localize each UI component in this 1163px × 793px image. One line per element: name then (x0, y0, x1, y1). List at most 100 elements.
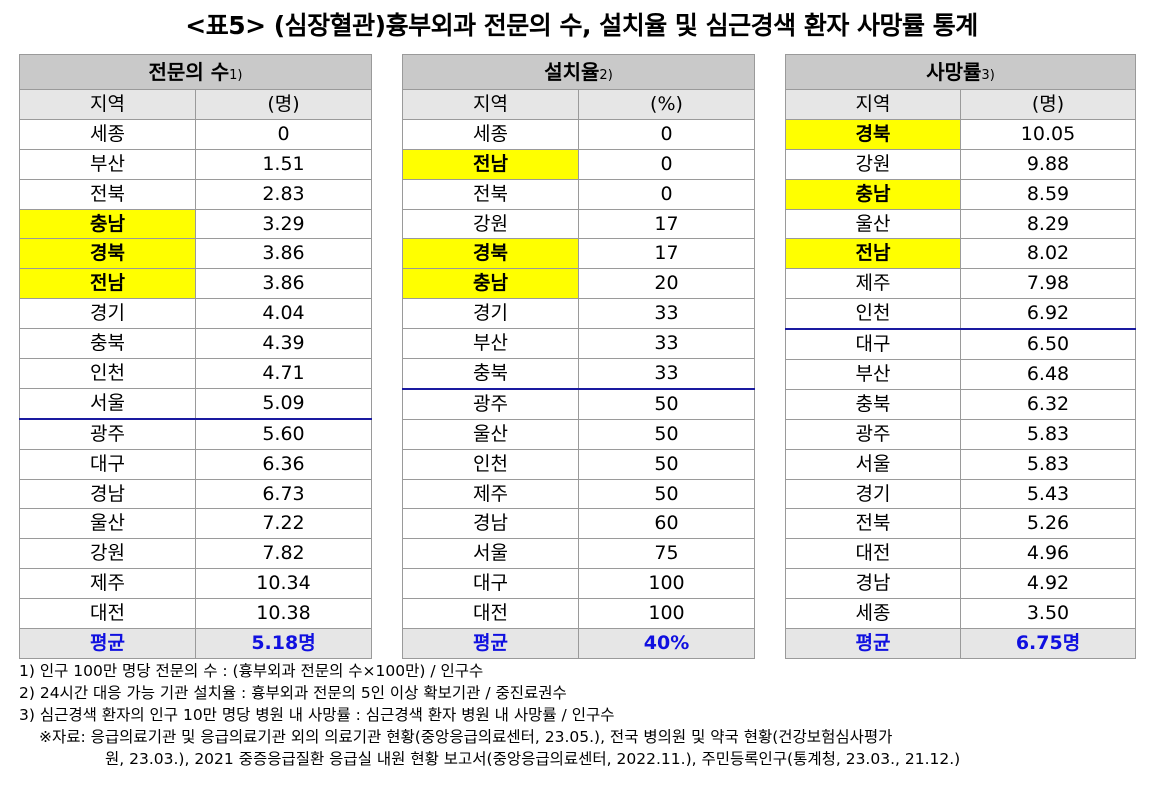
installation-rate-table: 설치율2) 지역 (%) 세종 0 전남 0 전북 0 강원 17 경북 17 충남 20 경기 33 부산 33 충… (402, 54, 755, 659)
average-row: 평균 5.18명 (19, 628, 372, 659)
table-row: 전북 0 (402, 178, 755, 210)
region-cell: 충북 (785, 388, 961, 420)
value-cell: 5.09 (195, 387, 372, 420)
table-row: 대구 100 (402, 568, 755, 600)
region-cell: 경기 (19, 298, 196, 330)
specialist-count-table: 전문의 수1) 지역 (명) 세종 0 부산 1.51 전북 2.83 충남 3.29 경북 3.86 전… (19, 54, 372, 659)
value-cell: 3.29 (195, 208, 372, 240)
value-cell: 8.29 (960, 208, 1136, 240)
value-cell: 7.98 (960, 268, 1136, 300)
region-cell: 강원 (19, 538, 196, 570)
average-row: 평균 40% (402, 628, 755, 659)
region-cell: 인천 (785, 298, 961, 331)
region-cell: 울산 (785, 208, 961, 240)
value-cell: 6.48 (960, 359, 1136, 390)
region-cell: 충남 (785, 178, 961, 210)
source-note-line1: ※자료: 응급의료기관 및 응급의료기관 외의 의료기관 현황(중앙응급의료센터… (39, 728, 893, 746)
region-cell: 대구 (19, 448, 196, 480)
table-header-note-mark: 2) (599, 68, 613, 83)
table-row: 강원 9.88 (785, 148, 1136, 180)
value-cell: 4.92 (960, 568, 1136, 600)
table-header-label: 설치율 (544, 60, 600, 84)
region-cell: 대전 (19, 598, 196, 630)
value-cell: 3.86 (195, 268, 372, 300)
table-row: 충북 6.32 (785, 388, 1136, 420)
value-cell: 5.43 (960, 478, 1136, 510)
table-row: 경기 33 (402, 298, 755, 330)
value-cell: 60 (578, 508, 755, 540)
region-cell: 강원 (402, 208, 579, 240)
table-row: 전남 8.02 (785, 238, 1136, 270)
table-row: 광주 5.60 (19, 418, 372, 450)
value-cell: 50 (578, 448, 755, 480)
region-cell: 충남 (19, 208, 196, 240)
table-header-label: 사망률 (926, 60, 982, 84)
column-header-unit: (%) (578, 89, 755, 120)
region-cell: 부산 (19, 148, 196, 180)
region-cell: 대전 (785, 538, 961, 570)
region-cell: 울산 (19, 508, 196, 540)
table-row: 광주 5.83 (785, 418, 1136, 450)
table-row: 제주 50 (402, 478, 755, 510)
table-row: 경북 17 (402, 238, 755, 270)
region-cell: 전남 (402, 148, 579, 180)
table-header: 설치율2) (402, 54, 755, 90)
table-row: 전북 5.26 (785, 508, 1136, 540)
region-cell: 경북 (402, 238, 579, 270)
region-cell: 제주 (19, 568, 196, 600)
footnote-1: 1) 인구 100만 명당 전문의 수 : (흉부외과 전문의 수×100만) … (19, 662, 484, 680)
table-row: 울산 7.22 (19, 508, 372, 540)
value-cell: 17 (578, 208, 755, 240)
value-cell: 8.02 (960, 238, 1136, 270)
table-row: 부산 1.51 (19, 148, 372, 180)
region-cell: 전북 (785, 508, 961, 540)
table-row: 경북 10.05 (785, 118, 1136, 150)
value-cell: 50 (578, 388, 755, 420)
value-cell: 10.38 (195, 598, 372, 630)
value-cell: 6.36 (195, 448, 372, 480)
table-row: 충남 8.59 (785, 178, 1136, 210)
table-row: 경기 5.43 (785, 478, 1136, 510)
value-cell: 7.82 (195, 538, 372, 570)
column-header-row: 지역 (명) (19, 89, 372, 120)
value-cell: 0 (195, 118, 372, 150)
table-header-note-mark: 1) (229, 68, 243, 83)
region-cell: 대구 (785, 328, 961, 361)
column-header-region: 지역 (19, 89, 196, 120)
table-row: 세종 0 (402, 118, 755, 150)
value-cell: 7.22 (195, 508, 372, 540)
table-row: 경남 6.73 (19, 478, 372, 510)
footnote-2: 2) 24시간 대응 가능 기관 설치율 : 흉부외과 전문의 5인 이상 확보… (19, 684, 567, 702)
value-cell: 0 (578, 178, 755, 210)
table-row: 경남 60 (402, 508, 755, 540)
table-row: 충북 33 (402, 358, 755, 390)
table-row: 충남 20 (402, 268, 755, 300)
column-header-unit: (명) (960, 89, 1136, 120)
value-cell: 5.26 (960, 508, 1136, 540)
table-row: 대전 4.96 (785, 538, 1136, 570)
table-row: 충북 4.39 (19, 328, 372, 360)
table-row: 대구 6.36 (19, 448, 372, 480)
table-row: 강원 7.82 (19, 538, 372, 570)
table-row: 강원 17 (402, 208, 755, 240)
table-row: 대전 10.38 (19, 598, 372, 630)
footnote-3: 3) 심근경색 환자의 인구 10만 명당 병원 내 사망률 : 심근경색 환자… (19, 706, 615, 724)
region-cell: 울산 (402, 418, 579, 450)
region-cell: 제주 (402, 478, 579, 510)
value-cell: 20 (578, 268, 755, 300)
average-label: 평균 (785, 628, 961, 659)
page-title: <표5> (심장혈관)흉부외과 전문의 수, 설치율 및 심근경색 환자 사망률… (185, 11, 978, 40)
table-row: 세종 3.50 (785, 598, 1136, 630)
region-cell: 전남 (785, 238, 961, 270)
region-cell: 경북 (785, 118, 961, 150)
region-cell: 충북 (19, 328, 196, 360)
value-cell: 3.50 (960, 598, 1136, 630)
region-cell: 전남 (19, 268, 196, 300)
table-row: 세종 0 (19, 118, 372, 150)
table-row: 전남 0 (402, 148, 755, 180)
average-value: 40% (578, 628, 755, 659)
table-row: 서울 5.83 (785, 448, 1136, 480)
average-value: 6.75명 (960, 628, 1136, 659)
region-cell: 부산 (402, 328, 579, 360)
value-cell: 10.34 (195, 568, 372, 600)
